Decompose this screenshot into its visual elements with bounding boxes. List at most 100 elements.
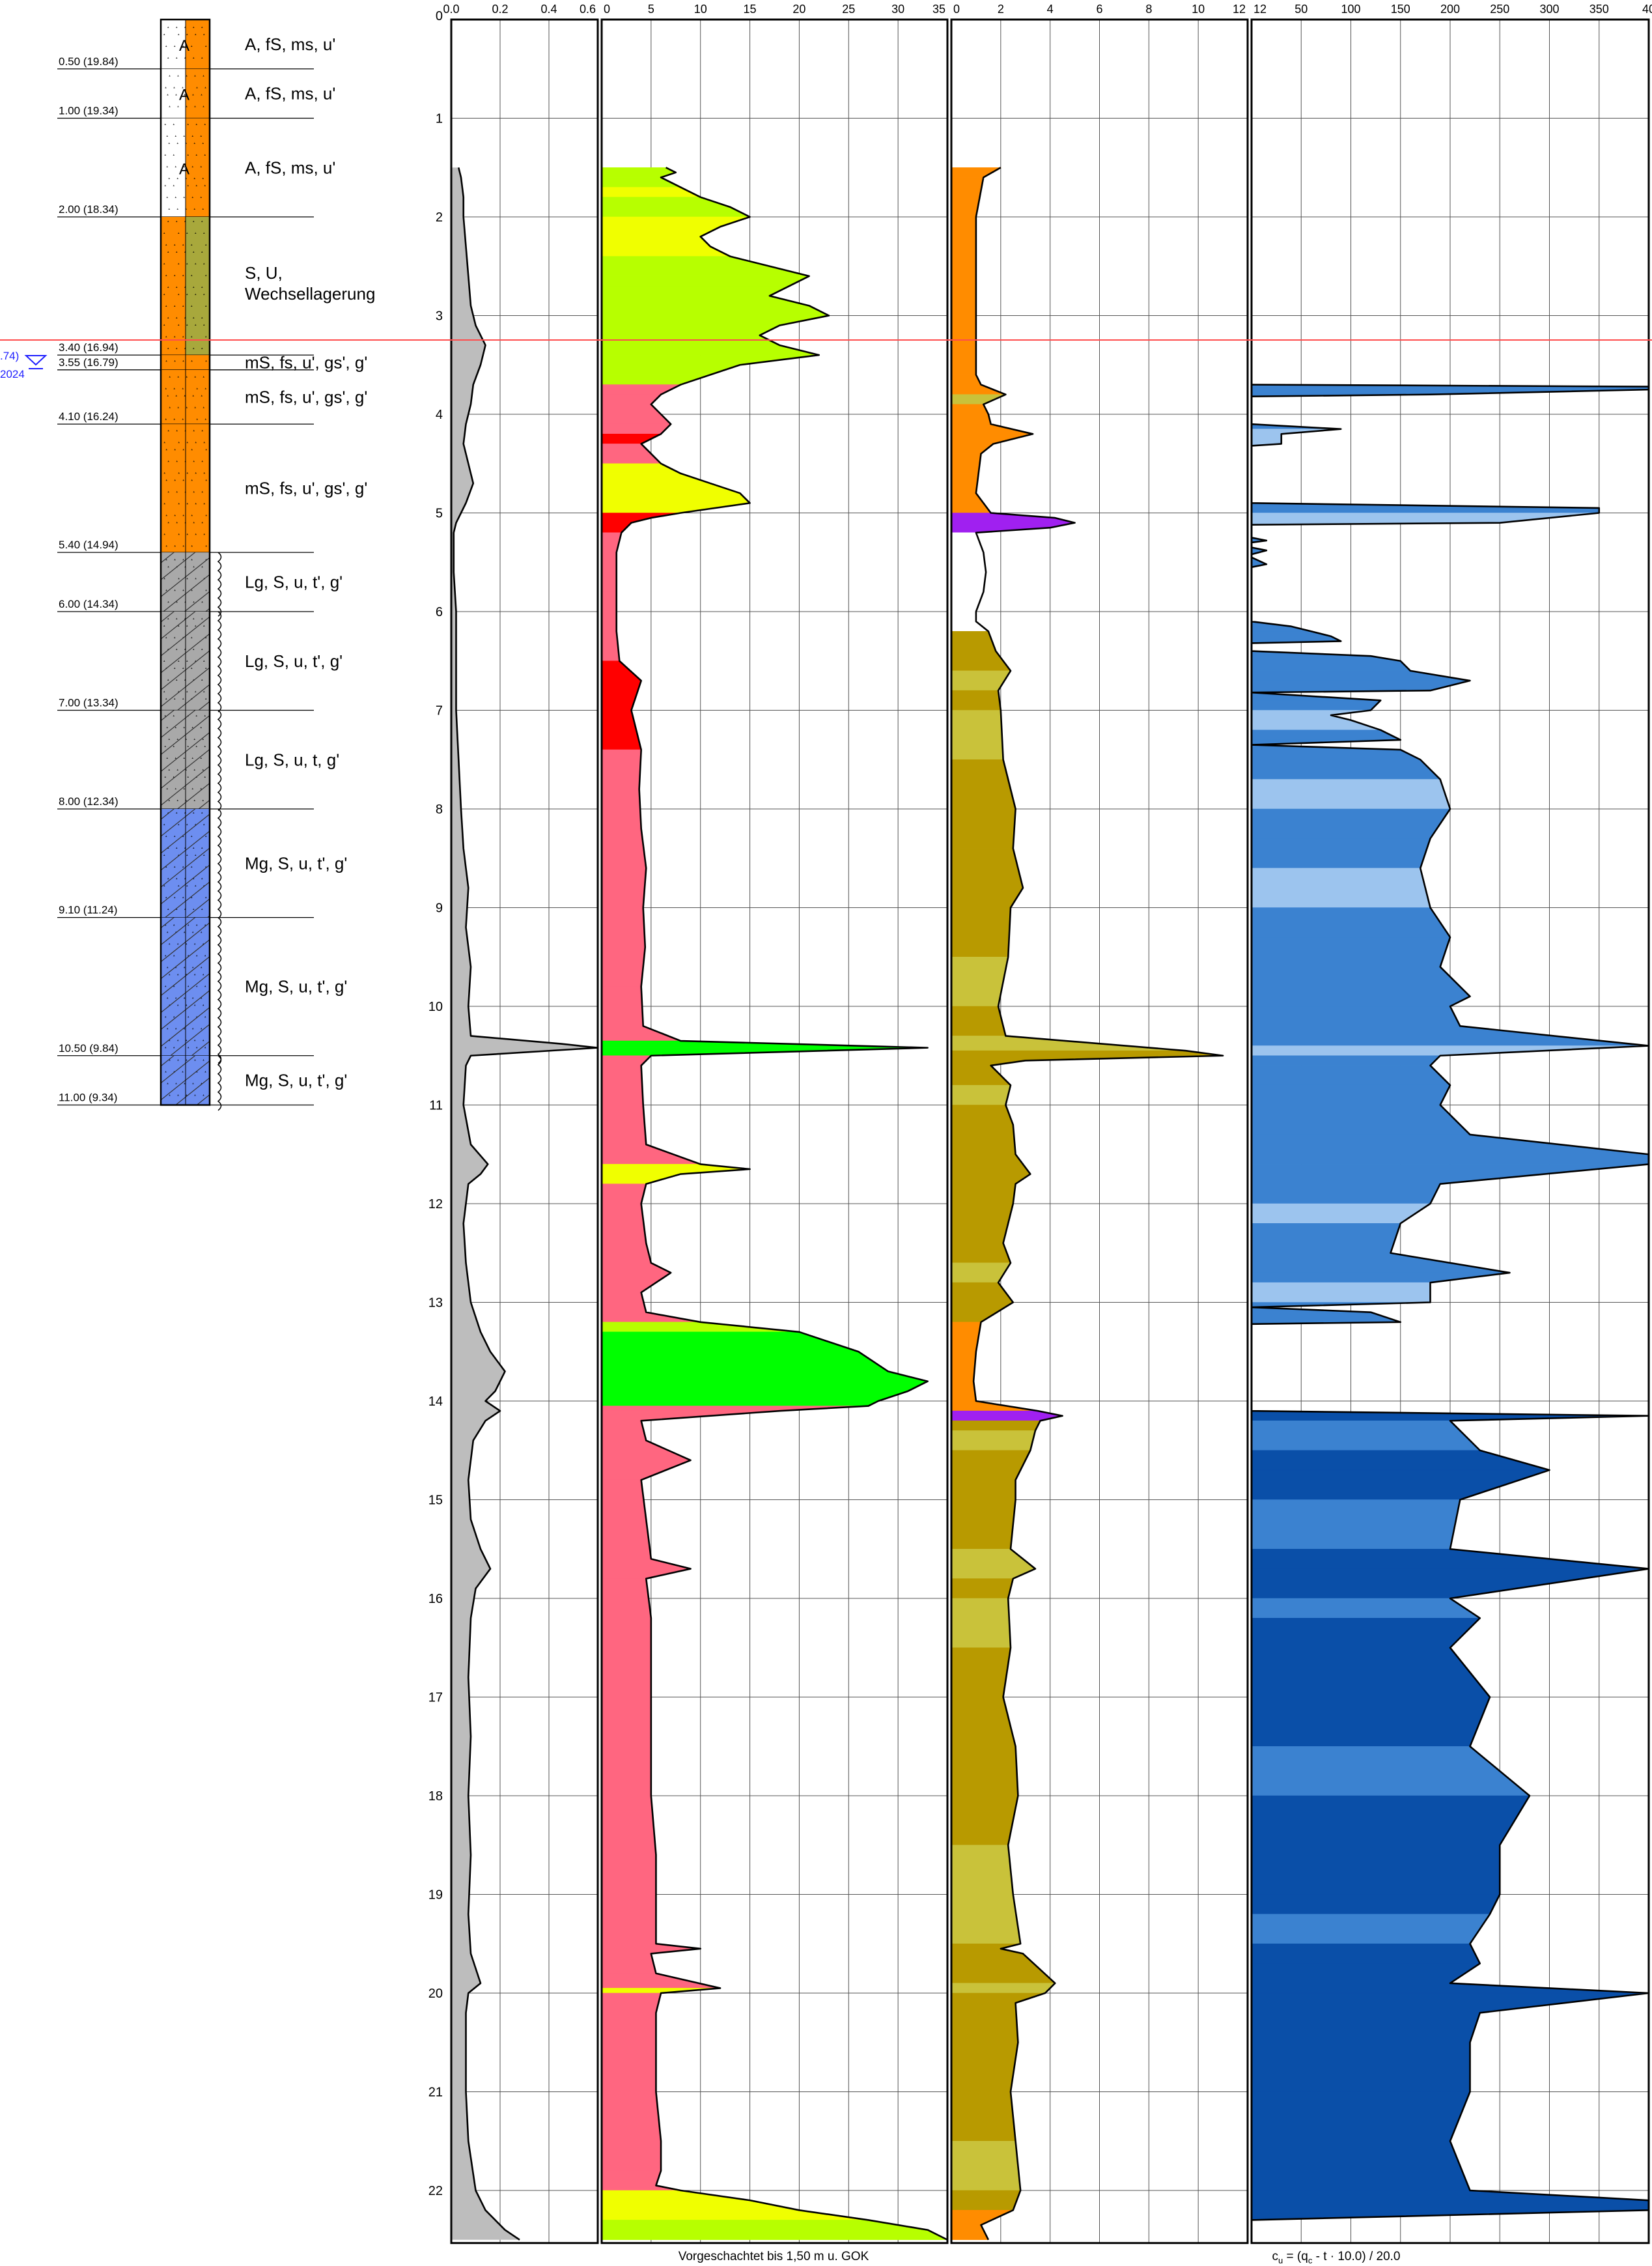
soil-layer-fill-left <box>161 20 186 69</box>
rf-band <box>951 591 984 612</box>
qc-band <box>601 1795 656 1856</box>
qc-band <box>601 1371 928 1381</box>
qc-band <box>601 1421 647 1441</box>
soil-layer-fill-left <box>161 710 186 809</box>
qc-band <box>601 1351 889 1372</box>
qc-band <box>601 591 617 632</box>
cu-band <box>1251 868 1431 908</box>
soil-layer: 0.50 (19.84) A, fS, ms, u' <box>57 20 335 70</box>
soil-symbol-letter: A <box>179 87 189 104</box>
qc-band <box>601 206 750 218</box>
cu-footer-c2: c <box>1308 2256 1313 2265</box>
groundwater-date-label: 2024 <box>0 368 25 380</box>
cu-band <box>1251 1795 1530 1846</box>
rf-band <box>951 1430 1036 1451</box>
soil-layer: 6.00 (14.34) Lg, S, u, t', g' <box>57 552 343 617</box>
rf-band <box>951 414 992 425</box>
layer-depth-label: 7.00 (13.34) <box>59 697 119 709</box>
depth-tick-label: 13 <box>428 1296 443 1310</box>
layer-description: mS, fs, u', gs', g' <box>245 479 367 498</box>
qc-band <box>601 749 642 789</box>
rf-band <box>951 1598 1011 1649</box>
cu-band <box>1251 1983 1649 1994</box>
layer-depth-label: 3.55 (16.79) <box>59 356 119 369</box>
panel-friction: 0.0 0.2 0.4 0.6 <box>443 3 599 2245</box>
rf-band <box>951 216 977 316</box>
cu-band <box>1251 1134 1649 1155</box>
cu-band <box>1251 434 1282 444</box>
x-tick-label: 12 <box>1253 3 1267 16</box>
rf-band <box>951 1243 1011 1264</box>
rf-band <box>951 670 1011 691</box>
soil-symbol-letter: A <box>179 160 189 178</box>
rf-band <box>951 1351 977 1381</box>
layer-description: Lg, S, u, t', g' <box>245 573 343 592</box>
soil-layer-fill-left <box>161 355 186 370</box>
qc-band <box>601 2052 656 2092</box>
rf-band <box>951 611 977 622</box>
qc-band <box>601 1953 656 1974</box>
layer-depth-label: 1.00 (19.34) <box>59 105 119 117</box>
depth-tick-label: 0 <box>436 9 443 23</box>
x-tick-label: 50 <box>1295 3 1308 16</box>
qc-band <box>601 492 751 503</box>
qc-band <box>601 1854 656 1915</box>
cu-band <box>1251 700 1381 711</box>
cu-band <box>1251 1943 1481 1964</box>
qc-band <box>601 2013 656 2053</box>
qc-footer-label: Vorgeschachtet bis 1,50 m u. GOK <box>679 2250 869 2263</box>
rf-band <box>951 848 1024 888</box>
qc-band <box>601 1391 908 1402</box>
x-tick-label: 0.2 <box>492 3 508 16</box>
soil-layer: 1.00 (19.34) A, fS, ms, u' <box>57 68 335 119</box>
soil-layer: 5.40 (14.94) mS, fs, u', gs', g' <box>57 424 367 553</box>
soil-wave-symbol <box>217 808 222 919</box>
rf-band <box>951 1578 1014 1599</box>
depth-tick-label: 11 <box>429 1099 443 1113</box>
depth-tick-label: 4 <box>436 408 443 422</box>
rf-band <box>951 907 1011 957</box>
cu-band <box>1251 1084 1451 1105</box>
qc-band <box>601 1440 691 1461</box>
cu-band <box>1251 1154 1649 1165</box>
cu-band <box>1251 808 1451 839</box>
x-tick-label: 350 <box>1589 3 1609 16</box>
cpt-panels: 0.0 0.2 0.4 0.6 0 5 10 15 20 25 30 35 0 2 4 6 8 10 12 12 50 1… <box>428 3 1652 2245</box>
rf-band <box>951 1381 977 1402</box>
cu-band <box>1251 2190 1649 2201</box>
rf-band <box>951 2091 1016 2142</box>
depth-tick-label: 17 <box>428 1691 443 1705</box>
rf-band <box>951 1006 1006 1036</box>
rf-band <box>951 1894 1021 1944</box>
rf-band <box>951 453 981 474</box>
rf-band <box>951 1084 1011 1105</box>
cu-band <box>1251 838 1431 869</box>
qc-band <box>601 680 642 711</box>
depth-tick-label: 8 <box>436 802 443 817</box>
rf-band <box>951 651 1011 672</box>
soil-layer-fill-right <box>186 809 210 918</box>
qc-band <box>601 2140 662 2171</box>
rf-band <box>951 1124 1016 1155</box>
soil-wave-symbol <box>217 709 222 812</box>
qc-band <box>601 384 681 395</box>
x-tick-label: 12 <box>1233 3 1246 16</box>
layer-depth-label: 6.00 (14.34) <box>59 598 119 610</box>
cu-band <box>1251 907 1451 938</box>
qc-band <box>601 285 790 296</box>
layer-depth-label: 4.10 (16.24) <box>59 410 119 423</box>
x-tick-label: 10 <box>694 3 707 16</box>
cu-band <box>1251 1992 1649 2013</box>
qc-band <box>601 1578 652 1619</box>
rf-band <box>951 1282 1014 1303</box>
soil-layer: 3.55 (16.79) mS, fs, u', gs', g' <box>57 352 367 372</box>
cu-band <box>1251 1183 1441 1204</box>
soil-log: 0.50 (19.84) A, fS, ms, u' 1.00 (19.34) A, … <box>57 18 375 1111</box>
cu-band <box>1251 1045 1649 1056</box>
qc-band <box>601 1026 681 1041</box>
qc-band <box>601 1331 859 1352</box>
depth-tick-label: 5 <box>436 507 443 521</box>
cu-footer-tail: - t · 10.0) / 20.0 <box>1312 2250 1400 2263</box>
qc-band <box>601 423 671 434</box>
soil-wave-symbol <box>217 1055 222 1111</box>
